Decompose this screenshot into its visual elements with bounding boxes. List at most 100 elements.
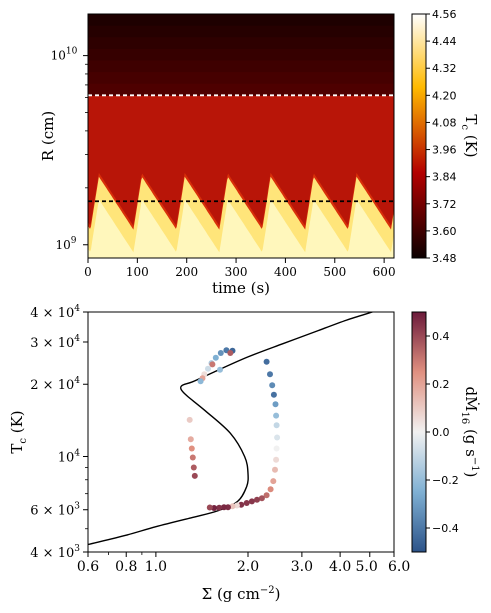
outer-band-stripe: [88, 14, 394, 27]
colorbar-tick-label: 3.84: [432, 171, 457, 184]
scatter-point: [243, 500, 250, 506]
y-tick-label: 2 × 104: [30, 376, 80, 393]
scatter-point: [263, 492, 270, 499]
outer-band-stripe: [88, 37, 394, 50]
scatter-point: [217, 350, 224, 356]
y-tick-label: 4 × 103: [30, 544, 80, 561]
heatmap-hottest-region: [88, 199, 394, 258]
outer-band-stripe: [88, 60, 394, 73]
scatter-point: [186, 416, 193, 423]
scatter-point: [217, 366, 223, 373]
scatter-point: [248, 498, 255, 505]
colorbar-tick-label: 3.96: [432, 144, 457, 157]
heatmap-panel: 0 100 200 300 400 500 600 1010 109 time (s) R …: [39, 13, 396, 297]
x-tick-label: 100: [126, 265, 149, 279]
heatmap-image: [88, 14, 394, 258]
scatter-point: [206, 504, 213, 511]
scurve-y-axis-label: Tc (K): [8, 410, 29, 453]
scurve-y-ticks: 4 × 103 6 × 103 104 2 × 104 3 × 104 4 × 104: [30, 304, 88, 561]
scatter-point: [254, 496, 260, 503]
colorbar-label-tc: Tc (K): [459, 114, 480, 157]
scatter-point: [267, 486, 274, 493]
colorbar-tick-label: 3.48: [432, 252, 457, 265]
scatter-point: [273, 445, 280, 452]
scatter-point: [263, 358, 270, 365]
x-tick-label: 500: [323, 265, 346, 279]
scatter-point: [229, 503, 236, 510]
scatter-point: [270, 391, 277, 398]
colorbar-tick-label: 0.0: [432, 426, 450, 439]
scatter-point: [274, 434, 281, 441]
colorbar-tick-label: −0.4: [432, 522, 459, 535]
y-tick-label-1e9: 109: [55, 236, 76, 252]
x-tick-label: 1.0: [145, 559, 167, 575]
scatter-point: [216, 504, 223, 511]
scatter-point: [188, 445, 195, 452]
scatter-point: [212, 354, 219, 361]
scurve-frame: [87, 311, 395, 553]
scatter-point: [221, 504, 227, 511]
colorbar-tick-label: 4.56: [432, 8, 457, 21]
mdot-colorbar: 0.4 0.2 0.0 −0.2 −0.4 dṀ16 (g s−1): [411, 311, 480, 553]
colorbar-tick-label: 0.4: [432, 330, 450, 343]
s-curve-line: [88, 312, 373, 546]
scurve-panel: 0.6 0.8 1.0 2.0 3.0 4.0 5.0 6.0 4 × 103 6 × 103 1…: [8, 304, 410, 603]
x-tick-label: 0.6: [77, 559, 99, 575]
scatter-point: [272, 401, 279, 408]
x-tick-label: 3.0: [291, 559, 313, 575]
scatter-point: [267, 371, 273, 378]
y-tick-label: 3 × 104: [30, 334, 80, 351]
scatter-point: [273, 412, 280, 419]
x-tick-label: 400: [274, 265, 297, 279]
scatter-point: [227, 350, 234, 356]
scatter-points: [186, 347, 281, 511]
y-tick-label: 6 × 103: [30, 502, 80, 519]
x-tick-label: 5.0: [356, 559, 378, 575]
scatter-point: [187, 436, 194, 443]
x-tick-label: 300: [225, 265, 248, 279]
colorbar-tick-label: 3.60: [432, 225, 457, 238]
scatter-point: [191, 472, 198, 479]
x-tick-label: 200: [175, 265, 198, 279]
colorbar-tick-label: 0.2: [432, 378, 450, 391]
x-tick-label: 4.0: [329, 559, 351, 575]
colorbar-tick-label: −0.2: [432, 474, 459, 487]
scurve-x-ticks: 0.6 0.8 1.0 2.0 3.0 4.0 5.0 6.0: [77, 552, 410, 575]
scatter-point: [269, 382, 276, 389]
x-tick-label: 6.0: [388, 559, 410, 575]
x-tick-label: 600: [373, 265, 396, 279]
heatmap-colorbar: 4.56 4.44 4.32 4.20 4.08 3.96 3.84 3.72 3.60 3.48…: [411, 8, 480, 265]
heatmap-frame: [87, 13, 395, 259]
heatmap-y-ticks: 1010 109: [51, 47, 88, 252]
y-tick-label-1e10: 1010: [51, 47, 78, 63]
scatter-point: [205, 365, 211, 372]
y-tick-label: 4 × 104: [30, 304, 80, 321]
scatter-point: [272, 466, 278, 473]
heatmap-x-ticks: 0 100 200 300 400 500 600: [84, 258, 396, 279]
colorbar-tick-label: 3.72: [432, 198, 457, 211]
heatmap-y-axis-label: R (cm): [39, 111, 57, 161]
colorbar-tick-label: 4.08: [432, 116, 457, 129]
heatmap-x-axis-label: time (s): [212, 279, 270, 297]
scatter-point: [258, 495, 265, 502]
heatmap-outer-stripes: [88, 14, 394, 96]
scatter-point: [209, 361, 216, 368]
outer-band-stripe: [88, 83, 394, 96]
colorbar-tick-label: 4.32: [432, 62, 457, 75]
scatter-point: [189, 454, 196, 461]
x-tick-label: 0: [84, 265, 92, 279]
scatter-point: [190, 464, 197, 471]
y-tick-label: 104: [58, 448, 81, 465]
scatter-point: [273, 456, 280, 463]
outer-band-stripe: [88, 48, 394, 61]
outer-band-stripe: [88, 25, 394, 38]
colorbar-label-dmdot: dṀ16 (g s−1): [459, 386, 480, 477]
scatter-point: [270, 478, 277, 485]
x-tick-label: 2.0: [237, 559, 259, 575]
scatter-point: [273, 422, 280, 429]
x-tick-label: 0.8: [115, 559, 137, 575]
scatter-point: [197, 378, 204, 385]
colorbar-diverging: [411, 311, 427, 553]
colorbar-hot: [411, 13, 427, 259]
